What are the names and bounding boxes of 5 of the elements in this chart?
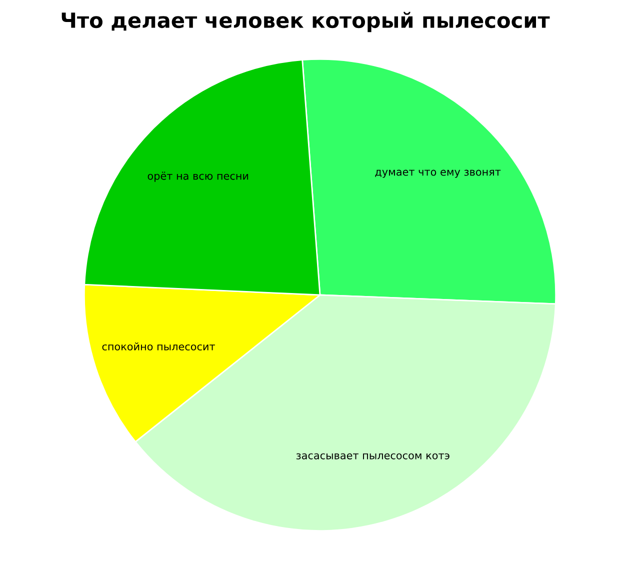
slice-label: спокойно пылесосит [102, 342, 215, 350]
slice-label: орёт на всю песни [148, 172, 248, 182]
chart-title: Что делает человек который пылесосит [62, 12, 550, 32]
slice-label: думает что ему звонят [375, 170, 501, 178]
slice-label: засасывает пылесосом котэ [296, 453, 450, 460]
